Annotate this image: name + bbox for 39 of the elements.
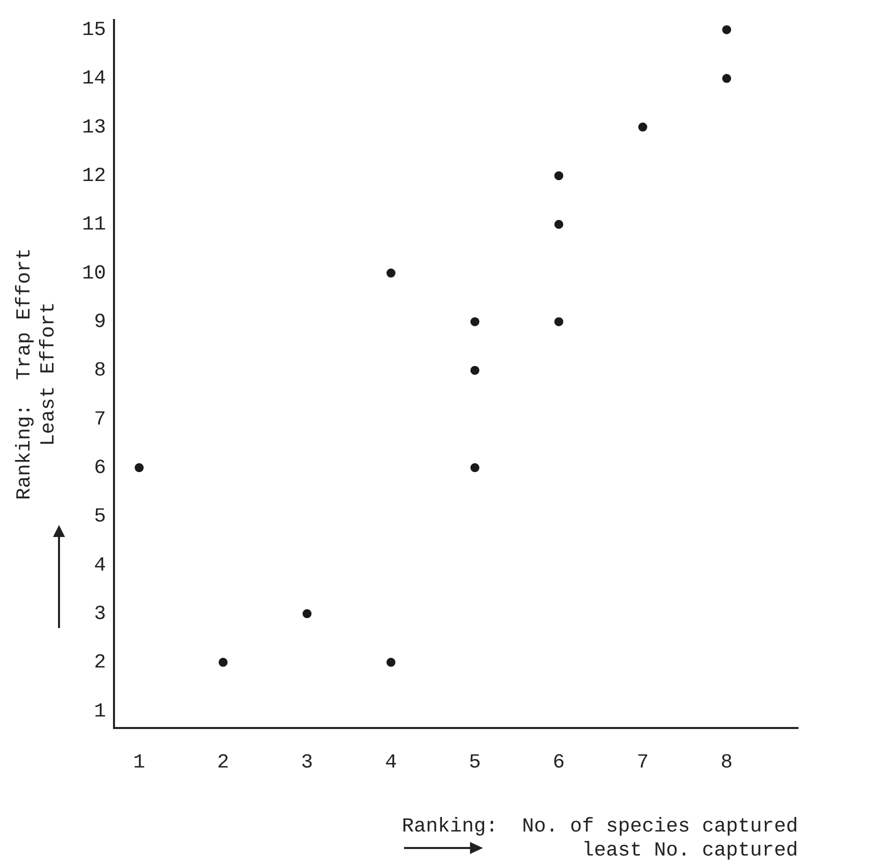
x-tick-label: 4 — [384, 751, 397, 774]
x-axis-title: Ranking: No. of species captured least No. captured — [402, 815, 798, 862]
point — [722, 74, 732, 83]
y-tick-label: 1 — [94, 700, 106, 724]
y-tick-label: 13 — [82, 116, 106, 140]
point — [470, 317, 480, 326]
point — [554, 171, 564, 180]
x-tick-label: 5 — [468, 751, 481, 774]
y-tick-label: 4 — [94, 554, 106, 578]
point — [722, 25, 732, 34]
y-tick-label: 8 — [94, 360, 106, 383]
point — [218, 658, 228, 667]
point — [386, 268, 396, 278]
y-tick-label: 11 — [82, 214, 106, 237]
point — [554, 317, 564, 326]
x-tick-label: 8 — [720, 751, 733, 774]
x-tick-label: 7 — [636, 751, 649, 774]
y-tick-label: 3 — [94, 602, 106, 626]
y-tick-label: 9 — [94, 310, 106, 334]
y-axis-title: Ranking: Trap Effort Least Effort — [13, 248, 60, 500]
y-tick-label: 7 — [94, 408, 106, 432]
x-tick-label: 1 — [133, 751, 146, 774]
point — [470, 366, 480, 375]
y-tick-label: 14 — [82, 68, 106, 91]
y-tick-label: 2 — [94, 652, 106, 675]
point — [554, 220, 564, 229]
x-tick-label: 6 — [552, 751, 565, 774]
point — [302, 609, 312, 618]
point — [386, 658, 396, 667]
x-tick-label: 2 — [217, 751, 230, 774]
y-tick-label: 12 — [82, 165, 106, 188]
point — [470, 463, 480, 472]
y-tick-label: 10 — [82, 262, 106, 286]
y-tick-label: 15 — [82, 19, 106, 42]
y-tick-label: 5 — [94, 506, 106, 529]
x-tick-label: 3 — [301, 751, 314, 774]
point — [134, 463, 144, 472]
point — [638, 122, 648, 132]
y-tick-label: 6 — [94, 456, 106, 480]
